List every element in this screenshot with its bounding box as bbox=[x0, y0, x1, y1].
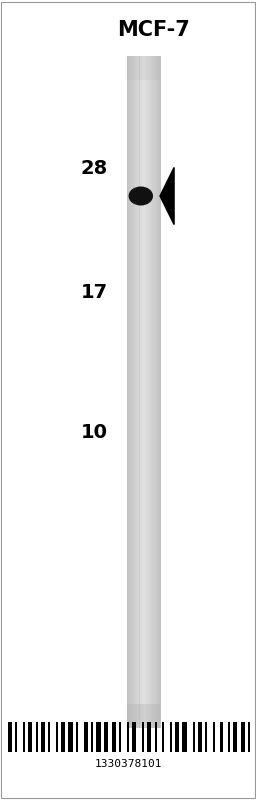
Bar bbox=[159, 56, 160, 728]
Bar bbox=[154, 56, 155, 728]
Bar bbox=[36, 722, 38, 752]
Text: 1330378101: 1330378101 bbox=[94, 759, 162, 770]
Bar bbox=[104, 722, 108, 752]
Bar bbox=[127, 722, 129, 752]
Bar bbox=[140, 56, 141, 728]
Bar bbox=[241, 722, 245, 752]
Bar bbox=[61, 722, 65, 752]
Bar bbox=[147, 56, 148, 728]
Bar bbox=[132, 56, 133, 728]
Text: 10: 10 bbox=[81, 422, 108, 442]
Bar bbox=[96, 722, 101, 752]
Bar bbox=[193, 722, 195, 752]
Bar bbox=[15, 722, 17, 752]
Bar bbox=[84, 722, 88, 752]
Bar bbox=[136, 56, 137, 728]
Bar bbox=[141, 56, 142, 728]
Bar bbox=[220, 722, 223, 752]
Bar bbox=[149, 56, 150, 728]
Bar bbox=[153, 56, 154, 728]
Bar bbox=[76, 722, 78, 752]
Bar bbox=[151, 56, 152, 728]
Bar bbox=[23, 722, 25, 752]
Bar bbox=[183, 722, 187, 752]
Bar bbox=[28, 722, 32, 752]
Polygon shape bbox=[160, 167, 174, 225]
Bar bbox=[139, 56, 140, 728]
Text: 28: 28 bbox=[80, 158, 108, 178]
Bar bbox=[158, 56, 159, 728]
Bar bbox=[132, 722, 136, 752]
Bar bbox=[137, 56, 138, 728]
Bar bbox=[152, 56, 153, 728]
Bar bbox=[142, 722, 144, 752]
Bar bbox=[56, 722, 58, 752]
Bar bbox=[135, 56, 136, 728]
Bar bbox=[127, 56, 160, 80]
Bar bbox=[155, 56, 156, 728]
Bar bbox=[146, 56, 147, 728]
Bar bbox=[155, 722, 157, 752]
Bar bbox=[148, 56, 149, 728]
Bar bbox=[133, 56, 134, 728]
Bar bbox=[48, 722, 50, 752]
Bar bbox=[160, 56, 161, 728]
Bar bbox=[143, 56, 144, 728]
Bar bbox=[162, 722, 164, 752]
Bar bbox=[127, 56, 129, 728]
Bar bbox=[119, 722, 121, 752]
Bar bbox=[233, 722, 237, 752]
Bar bbox=[150, 56, 151, 728]
Bar bbox=[144, 56, 145, 728]
Bar bbox=[145, 56, 146, 728]
Bar bbox=[147, 722, 151, 752]
Bar bbox=[170, 722, 172, 752]
Bar bbox=[129, 56, 130, 728]
Ellipse shape bbox=[129, 187, 152, 205]
Bar bbox=[134, 56, 135, 728]
Bar bbox=[91, 722, 93, 752]
Bar bbox=[127, 704, 160, 728]
Bar bbox=[248, 722, 250, 752]
Text: 17: 17 bbox=[80, 282, 108, 302]
Text: MCF-7: MCF-7 bbox=[117, 20, 190, 40]
Bar bbox=[205, 722, 207, 752]
Bar bbox=[198, 722, 202, 752]
Bar bbox=[142, 56, 143, 728]
Bar bbox=[127, 56, 160, 728]
Bar bbox=[68, 722, 73, 752]
Bar bbox=[228, 722, 230, 752]
Bar bbox=[156, 56, 157, 728]
Bar bbox=[138, 56, 139, 728]
Bar bbox=[213, 722, 215, 752]
Bar bbox=[175, 722, 179, 752]
Bar bbox=[130, 56, 131, 728]
Bar bbox=[157, 56, 158, 728]
Bar bbox=[112, 722, 116, 752]
Bar bbox=[41, 722, 45, 752]
Bar bbox=[8, 722, 12, 752]
Bar bbox=[131, 56, 132, 728]
